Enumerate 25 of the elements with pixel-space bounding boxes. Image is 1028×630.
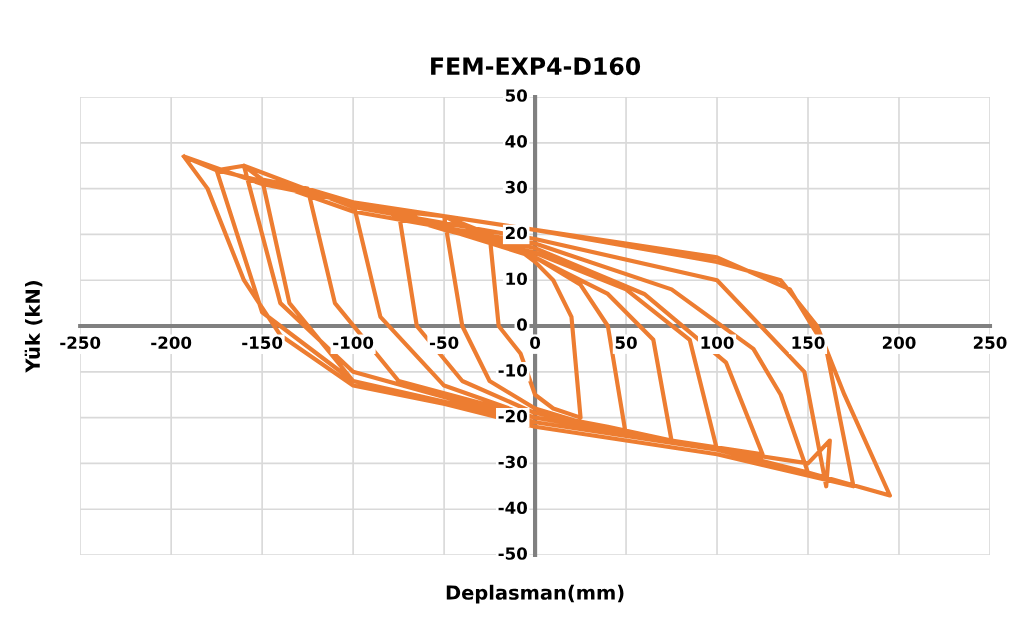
y-tick-label: 0 [517,318,527,331]
y-tick-label: -20 [498,409,527,423]
x-tick-label: 100 [701,336,734,349]
x-tick-label: -250 [60,336,101,349]
y-axis-title: Yük (kN) [24,281,43,373]
x-tick-label: 50 [615,336,637,349]
y-tick-label: -30 [498,455,527,469]
y-tick-label: 40 [505,135,527,148]
y-tick-label: 10 [506,272,527,286]
x-tick-label: -50 [429,336,459,349]
x-tick-label: -100 [333,336,374,349]
x-tick-label: 200 [882,336,916,349]
y-tick-label: -10 [498,364,527,377]
chart-title: FEM-EXP4-D160 [431,57,641,76]
x-tick-label: 0 [530,336,541,349]
y-tick-label: -50 [498,547,527,560]
x-axis-title: Deplasman(mm) [446,584,624,604]
y-tick-label: -40 [498,501,527,515]
x-tick-label: -200 [151,336,192,349]
y-tick-label: 20 [505,226,527,240]
x-tick-label: 150 [792,336,825,349]
x-tick-label: 250 [973,336,1007,349]
y-tick-label: 50 [505,89,527,102]
y-tick-label: 30 [505,180,527,194]
x-tick-label: -150 [242,336,283,349]
